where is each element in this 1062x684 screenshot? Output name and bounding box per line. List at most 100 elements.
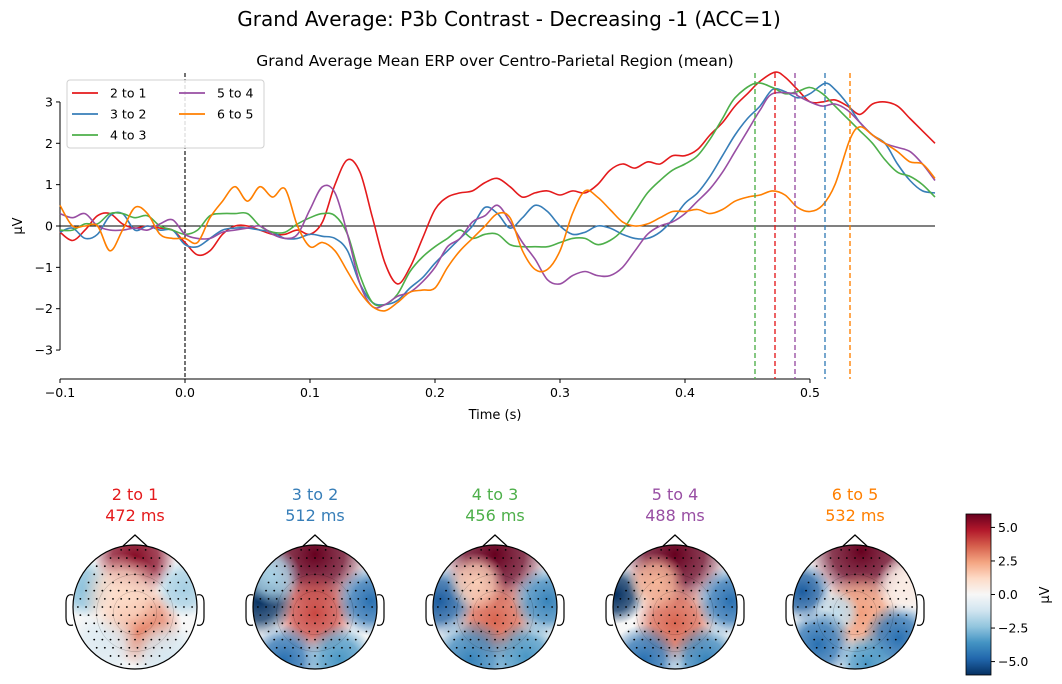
topomap-electrode	[665, 606, 668, 608]
topomap-electrode	[169, 630, 172, 633]
topomap-electrode	[668, 663, 671, 666]
topomap-electrode	[281, 638, 284, 641]
topomap-electrode	[690, 573, 693, 576]
topomap-electrode	[649, 606, 652, 608]
topomap-electrode	[183, 606, 185, 608]
topomap-electrode	[496, 548, 499, 551]
topomap-electrode	[862, 573, 865, 576]
topomap-electrode	[453, 606, 456, 608]
topomap-electrode	[682, 606, 685, 608]
topomap-electrode	[845, 589, 848, 592]
topomap-electrode	[870, 606, 873, 608]
topomap-electrode	[725, 597, 728, 600]
topomap-electrode	[112, 565, 114, 568]
topomap-electrode	[485, 573, 488, 576]
topomap-electrode	[144, 565, 147, 568]
topomap-electrode	[283, 597, 286, 600]
topomap-electrode	[144, 630, 147, 633]
topomap-electrode	[169, 597, 172, 600]
topomap-electrode	[273, 622, 276, 625]
topomap-electrode	[177, 614, 180, 617]
topomap-electrode	[136, 581, 139, 584]
topomap-electrode	[657, 606, 660, 608]
topomap-electrode	[521, 565, 523, 568]
topomap-electrode	[349, 581, 352, 584]
topomap-electrode	[349, 646, 352, 649]
topomap-electrode	[674, 638, 676, 641]
topomap-electrode	[504, 630, 507, 633]
topomap-electrode	[455, 614, 458, 617]
topomap-electrode	[529, 597, 532, 600]
topomap-electrode	[643, 630, 646, 633]
topomap-latency: 532 ms	[825, 506, 885, 525]
topomap-electrode	[692, 614, 695, 617]
topomap-electrode	[332, 646, 335, 649]
topomap-electrode	[322, 589, 325, 592]
topomap-electrode	[665, 638, 668, 641]
topomap-electrode	[709, 597, 712, 600]
topomap-electrode	[692, 565, 695, 568]
topomap-electrode	[668, 581, 671, 584]
topomap-electrode	[829, 573, 832, 576]
topomap-electrode	[545, 581, 548, 584]
topomap-electrode	[878, 655, 881, 657]
topomap-electrode	[436, 606, 439, 608]
topomap-nose	[482, 534, 508, 547]
topomap-electrode	[837, 606, 840, 608]
topomap-electrode	[911, 606, 914, 608]
erp-legend-label: 4 to 3	[110, 128, 146, 143]
topomap-electrode	[308, 630, 311, 633]
topomap-electrode	[463, 565, 466, 568]
topomap-title: 6 to 5	[832, 485, 879, 504]
topomap-electrode	[872, 597, 875, 600]
topomap-electrode	[496, 630, 499, 633]
topomap-electrode	[714, 573, 717, 576]
topomap-electrode	[472, 597, 474, 600]
topomap-electrode	[643, 565, 646, 568]
topomap-electrode	[289, 589, 292, 592]
topomap-electrode	[142, 606, 145, 608]
topomap-electrode	[185, 597, 188, 600]
topomap-electrode	[330, 589, 333, 592]
erp-title: Grand Average Mean ERP over Centro-Parie…	[256, 52, 733, 70]
erp-legend-label: 3 to 2	[110, 107, 146, 122]
topomap-electrode	[870, 573, 873, 576]
topomap-electrode	[682, 655, 685, 657]
topomap-electrode	[469, 655, 472, 657]
topomap-electrode	[709, 614, 712, 617]
topomap-electrode	[854, 573, 856, 576]
topomap-electrode	[316, 663, 319, 666]
topomap-electrode	[136, 663, 139, 666]
topomap-electrode	[829, 655, 832, 657]
topomap-electrode	[463, 597, 466, 600]
topomap-electrode	[158, 638, 161, 641]
topomap-electrode	[357, 614, 360, 617]
topomap-electrode	[308, 614, 311, 617]
topomap-electrode	[341, 581, 343, 584]
topomap-electrode	[292, 597, 294, 600]
topomap-electrode	[480, 646, 483, 649]
topomap-electrode	[905, 597, 908, 600]
topomap-electrode	[477, 606, 480, 608]
topomap-electrode	[125, 638, 128, 641]
topomap-electrode	[502, 606, 505, 608]
topomap-electrode	[120, 646, 123, 649]
topomap-electrode	[821, 589, 824, 592]
topomap-electrode	[821, 622, 824, 625]
topomap-electrode	[439, 597, 442, 600]
topomap-field	[73, 545, 197, 669]
topomap-electrode	[292, 581, 294, 584]
topomap-electrode	[341, 565, 343, 568]
topomap-electrode	[878, 589, 881, 592]
topomap-electrode	[526, 589, 529, 592]
topomap-electrode	[837, 655, 840, 657]
topomap-electrode	[692, 630, 695, 633]
topomap-electrode	[815, 646, 818, 649]
topomap-electrode	[346, 606, 349, 608]
topomap-nose	[122, 534, 148, 547]
topomap-electrode	[485, 622, 488, 625]
topomap-electrode	[485, 557, 488, 559]
topomap-electrode	[701, 581, 703, 584]
topomap-electrode	[894, 638, 897, 641]
topomap-electrode	[496, 614, 499, 617]
